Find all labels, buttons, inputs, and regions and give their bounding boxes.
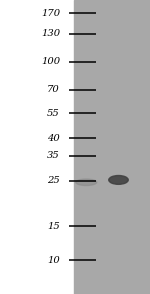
Text: 70: 70 [47, 85, 60, 94]
Text: 15: 15 [47, 222, 60, 231]
Text: 100: 100 [41, 57, 60, 66]
Text: 130: 130 [41, 29, 60, 38]
Text: 170: 170 [41, 9, 60, 18]
Text: 10: 10 [47, 256, 60, 265]
Text: 40: 40 [47, 134, 60, 143]
Text: 25: 25 [47, 176, 60, 185]
Text: 35: 35 [47, 151, 60, 160]
Ellipse shape [109, 176, 128, 184]
Bar [74, 0, 150, 294]
Text: 55: 55 [47, 109, 60, 118]
Ellipse shape [76, 179, 97, 186]
